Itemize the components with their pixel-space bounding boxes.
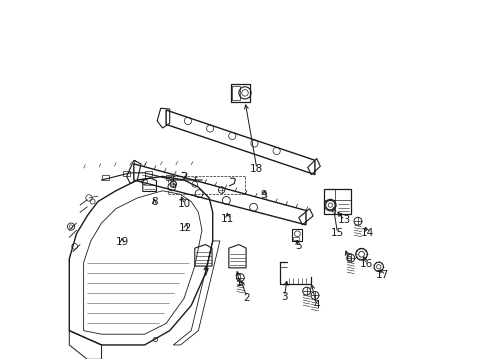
Text: 16: 16 xyxy=(360,259,373,269)
Bar xyxy=(232,86,240,100)
Text: 15: 15 xyxy=(331,228,344,238)
Text: 14: 14 xyxy=(361,228,374,238)
Text: 8: 8 xyxy=(151,197,158,207)
Text: 9: 9 xyxy=(261,190,268,201)
Bar xyxy=(231,84,250,102)
Bar xyxy=(324,189,351,214)
Bar xyxy=(123,171,130,176)
Text: 3: 3 xyxy=(281,292,288,302)
Text: 11: 11 xyxy=(221,214,234,224)
Text: 1: 1 xyxy=(236,278,243,288)
Text: 17: 17 xyxy=(375,270,389,280)
Text: 10: 10 xyxy=(178,199,191,210)
Bar xyxy=(166,175,173,180)
Text: 13: 13 xyxy=(338,215,351,225)
Text: 4: 4 xyxy=(314,300,320,310)
Bar xyxy=(145,171,152,176)
Text: 7: 7 xyxy=(202,267,209,278)
Bar xyxy=(293,237,299,240)
Text: 6: 6 xyxy=(345,253,352,263)
Bar xyxy=(293,229,302,241)
Text: 18: 18 xyxy=(250,163,264,174)
Bar xyxy=(101,175,109,180)
Text: 19: 19 xyxy=(115,237,128,247)
Text: 12: 12 xyxy=(179,223,193,233)
Text: 2: 2 xyxy=(244,293,250,303)
Text: 5: 5 xyxy=(295,240,301,251)
